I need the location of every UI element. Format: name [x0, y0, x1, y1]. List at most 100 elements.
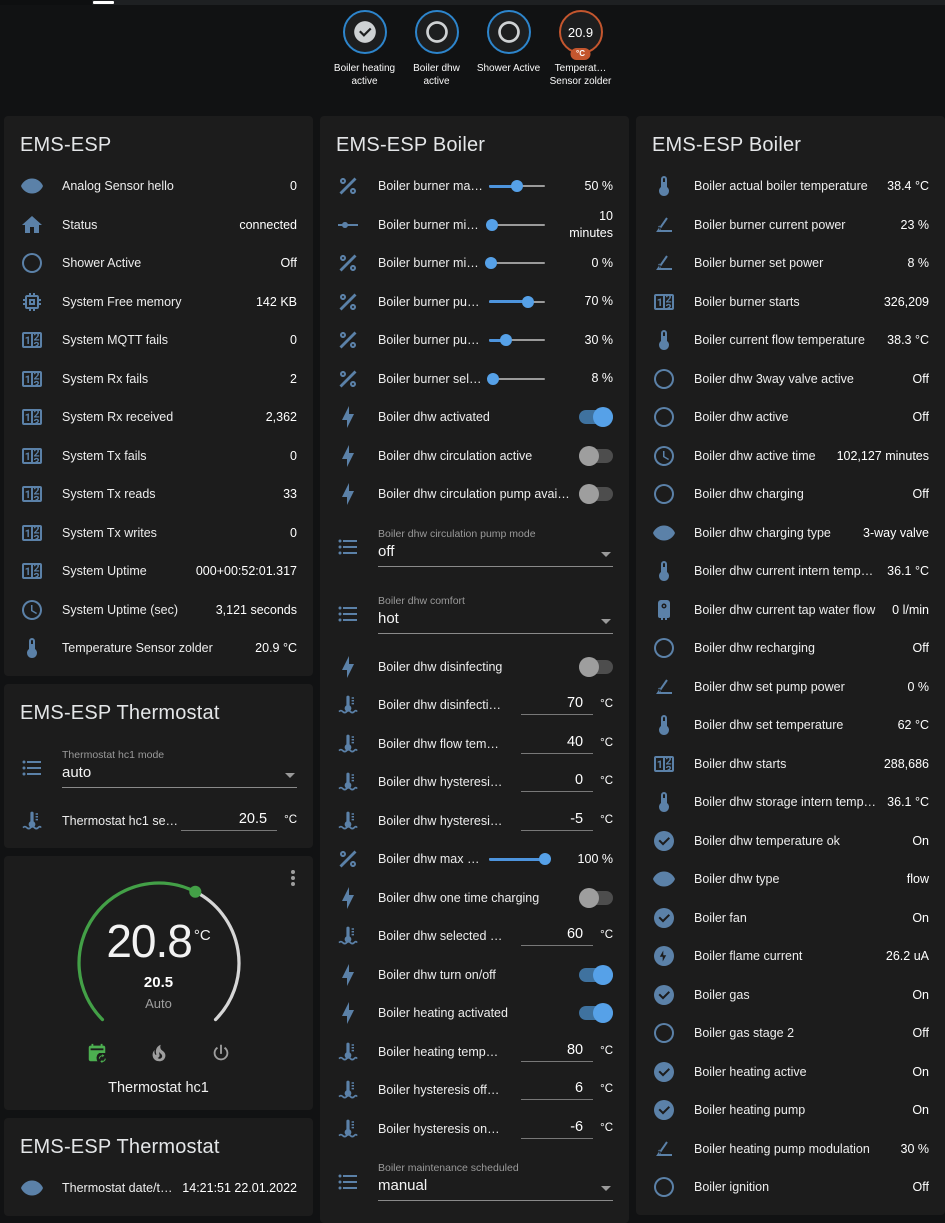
number-value[interactable]: 60	[521, 926, 594, 947]
number-value[interactable]: 40	[521, 734, 594, 754]
entity-row[interactable]: Boiler dhw circulation active	[320, 437, 629, 476]
entity-row[interactable]: Boiler dhw storage intern temperature 36.…	[636, 783, 945, 822]
entity-row[interactable]: Boiler gas On	[636, 976, 945, 1015]
slider-knob[interactable]	[522, 295, 535, 308]
slider[interactable]	[484, 255, 545, 271]
slider[interactable]	[487, 371, 545, 387]
slider-knob[interactable]	[487, 372, 500, 385]
entity-row[interactable]: Boiler dhw active time 102,127 minutes	[636, 437, 945, 476]
number-value[interactable]: 20.5	[181, 811, 278, 831]
entity-row[interactable]: Boiler heating activated	[320, 994, 629, 1033]
thermostat-gauge[interactable]: 20.8 °C 20.5 Auto	[66, 870, 252, 1056]
entity-row[interactable]: Boiler dhw starts 288,686	[636, 745, 945, 784]
toggle-knob[interactable]	[579, 484, 599, 505]
entity-row[interactable]: Boiler burner set power 8 %	[636, 244, 945, 283]
entity-row[interactable]: Boiler dhw selected … 60 °C	[320, 917, 629, 956]
number-input[interactable]: -6 °C	[521, 1119, 613, 1139]
entity-row[interactable]: Boiler burner min p… 10 minutes	[320, 206, 629, 245]
entity-row[interactable]: Boiler burner min po… 0 %	[320, 244, 629, 283]
heat-mode-button[interactable]	[148, 1042, 170, 1064]
number-input[interactable]: 70 °C	[521, 695, 613, 716]
entity-row[interactable]: System Uptime 000+00:52:01.317	[4, 552, 313, 591]
toggle-switch[interactable]	[579, 445, 613, 466]
entity-row[interactable]: Boiler burner selecte… 8 %	[320, 360, 629, 399]
entity-row[interactable]: Temperature Sensor zolder 20.9 °C	[4, 629, 313, 668]
entity-row[interactable]: Boiler dhw activated	[320, 398, 629, 437]
entity-row[interactable]: Boiler flame current 26.2 uA	[636, 937, 945, 976]
entity-row[interactable]: System Tx writes 0	[4, 514, 313, 553]
slider-knob[interactable]	[511, 180, 523, 193]
entity-row[interactable]: Boiler burner current power 23 %	[636, 206, 945, 245]
auto-mode-button[interactable]	[86, 1042, 108, 1064]
entity-row[interactable]: Boiler hysteresis on… -6 °C	[320, 1110, 629, 1149]
number-input[interactable]: 80 °C	[521, 1042, 613, 1062]
number-value[interactable]: -6	[521, 1119, 594, 1139]
entity-row[interactable]: Boiler gas stage 2 Off	[636, 1014, 945, 1053]
entity-row[interactable]: Boiler dhw active Off	[636, 398, 945, 437]
entity-row[interactable]: Boiler dhw circulation pump available	[320, 475, 629, 514]
entity-row[interactable]: Boiler heating pump On	[636, 1091, 945, 1130]
entity-row[interactable]: Boiler dhw set temperature 62 °C	[636, 706, 945, 745]
toggle-switch[interactable]	[579, 656, 613, 677]
entity-row[interactable]: Boiler dhw type flow	[636, 860, 945, 899]
toggle-knob[interactable]	[579, 656, 599, 677]
entity-row[interactable]: Boiler current flow temperature 38.3 °C	[636, 321, 945, 360]
entity-row[interactable]: Boiler fan On	[636, 899, 945, 938]
more-options-button[interactable]	[281, 866, 305, 890]
entity-row[interactable]: Boiler heating active On	[636, 1053, 945, 1092]
entity-row[interactable]: Boiler dhw turn on/off	[320, 956, 629, 995]
number-input[interactable]: 40 °C	[521, 734, 613, 754]
number-value[interactable]: 70	[521, 695, 594, 716]
entity-row[interactable]: Boiler burner max po… 50 %	[320, 167, 629, 206]
entity-row[interactable]: Boiler dhw 3way valve active Off	[636, 360, 945, 399]
entity-row[interactable]: Boiler burner starts 326,209	[636, 283, 945, 322]
entity-row[interactable]: Thermostat date/time 14:21:51 22.01.2022	[4, 1169, 313, 1208]
entity-row[interactable]: Thermostat hc1 mode auto	[4, 735, 313, 802]
toggle-knob[interactable]	[593, 964, 613, 985]
gauge-handle[interactable]	[188, 885, 201, 898]
toggle-switch[interactable]	[579, 407, 613, 428]
number-value[interactable]: 80	[521, 1042, 594, 1062]
toggle-knob[interactable]	[579, 887, 599, 908]
entity-row[interactable]: Boiler dhw recharging Off	[636, 629, 945, 668]
off-mode-button[interactable]	[210, 1042, 232, 1064]
entity-row[interactable]: System Tx reads 33	[4, 475, 313, 514]
entity-row[interactable]: Boiler burner pump … 30 %	[320, 321, 629, 360]
entity-row[interactable]: System Rx fails 2	[4, 360, 313, 399]
slider-knob[interactable]	[499, 334, 512, 347]
toggle-switch[interactable]	[579, 887, 613, 908]
entity-row[interactable]: Boiler dhw set pump power 0 %	[636, 668, 945, 707]
number-input[interactable]: 0 °C	[521, 772, 613, 793]
entity-row[interactable]: Boiler dhw hysteresi… 0 °C	[320, 763, 629, 802]
slider[interactable]	[489, 178, 545, 194]
entity-row[interactable]: Boiler dhw max power 100 %	[320, 840, 629, 879]
slider[interactable]	[489, 332, 545, 348]
entity-row[interactable]: Boiler maintenance scheduled manual	[320, 1148, 629, 1215]
badge-boiler-heating-active[interactable]: Boiler heating active	[333, 10, 397, 88]
badge-shower-active[interactable]: Shower Active	[477, 10, 541, 75]
toggle-switch[interactable]	[579, 1003, 613, 1024]
entity-row[interactable]: Shower Active Off	[4, 244, 313, 283]
entity-row[interactable]: Boiler dhw current intern temperature 36.…	[636, 552, 945, 591]
number-input[interactable]: -5 °C	[521, 811, 613, 831]
number-input[interactable]: 20.5 °C	[181, 811, 297, 831]
entity-row[interactable]: Boiler hysteresis off… 6 °C	[320, 1071, 629, 1110]
select-input[interactable]: Boiler maintenance scheduled manual	[378, 1162, 613, 1201]
select-input[interactable]: Boiler dhw circulation pump mode off	[378, 528, 613, 567]
entity-row[interactable]: Boiler dhw disinfecti… 70 °C	[320, 686, 629, 725]
entity-row[interactable]: Boiler dhw hysteresi… -5 °C	[320, 802, 629, 841]
entity-row[interactable]: Boiler dhw temperature ok On	[636, 822, 945, 861]
slider-knob[interactable]	[486, 218, 499, 231]
number-value[interactable]: 6	[521, 1080, 594, 1101]
number-input[interactable]: 6 °C	[521, 1080, 613, 1101]
entity-row[interactable]: Boiler dhw one time charging	[320, 879, 629, 918]
entity-row[interactable]: Boiler dhw charging type 3-way valve	[636, 514, 945, 553]
number-value[interactable]: -5	[521, 811, 594, 831]
toggle-switch[interactable]	[579, 964, 613, 985]
select-input[interactable]: Thermostat hc1 mode auto	[62, 749, 297, 788]
entity-row[interactable]: Boiler dhw flow tem… 40 °C	[320, 725, 629, 764]
number-value[interactable]: 0	[521, 772, 594, 793]
toggle-knob[interactable]	[593, 407, 613, 428]
entity-row[interactable]: Boiler dhw disinfecting	[320, 648, 629, 687]
entity-row[interactable]: Status connected	[4, 206, 313, 245]
